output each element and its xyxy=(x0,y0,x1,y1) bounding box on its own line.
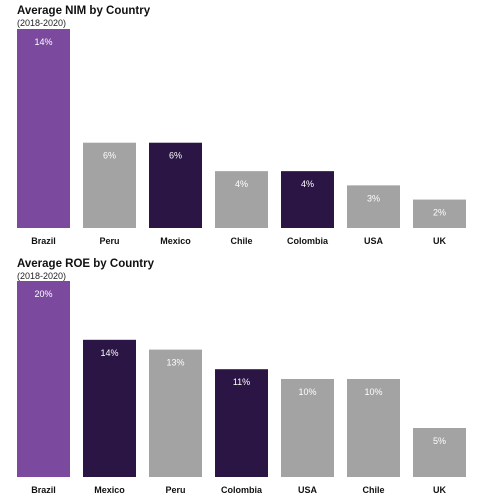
chart-title: Average NIM by Country xyxy=(17,5,151,17)
data-label: 6% xyxy=(169,151,182,161)
data-label: 13% xyxy=(166,358,184,368)
data-label: 11% xyxy=(233,377,250,387)
category-label: UK xyxy=(433,236,446,246)
data-label: 14% xyxy=(34,37,52,47)
category-label: Chile xyxy=(362,485,384,495)
bar-colombia xyxy=(281,171,334,228)
nim-bar-chart: 14% Brazil 6% Peru 6% Mexico 4% Chile 4% Colombia… xyxy=(17,29,466,246)
bar-brazil xyxy=(17,281,70,477)
nim-chart-panel: Average NIM by Country (2018-2020) 14% Br… xyxy=(17,5,466,246)
data-label: 20% xyxy=(34,289,52,299)
category-label: Brazil xyxy=(31,236,56,246)
data-label: 4% xyxy=(301,179,314,189)
category-label: UK xyxy=(433,485,446,495)
category-label: Mexico xyxy=(160,236,191,246)
category-label: Peru xyxy=(165,485,185,495)
bar-usa xyxy=(281,379,334,477)
bar-peru xyxy=(149,349,202,477)
category-label: Colombia xyxy=(221,485,263,495)
category-label: Brazil xyxy=(31,485,56,495)
bar-mexico xyxy=(83,339,136,477)
data-label: 10% xyxy=(298,387,316,397)
category-label: Chile xyxy=(230,236,252,246)
bar-uk xyxy=(413,199,466,228)
data-label: 4% xyxy=(235,179,248,189)
bar-usa xyxy=(347,185,400,228)
data-label: 5% xyxy=(433,436,446,446)
chart-title: Average ROE by Country xyxy=(17,258,154,270)
category-label: Mexico xyxy=(94,485,125,495)
data-label: 6% xyxy=(103,151,116,161)
category-label: Colombia xyxy=(287,236,329,246)
data-label: 2% xyxy=(433,208,446,218)
bar-colombia xyxy=(215,369,268,477)
bar-mexico xyxy=(149,142,202,228)
data-label: 3% xyxy=(367,193,380,203)
category-label: USA xyxy=(298,485,318,495)
data-label: 10% xyxy=(364,387,382,397)
bar-brazil xyxy=(17,29,70,228)
chart-subtitle: (2018-2020) xyxy=(17,271,67,281)
category-label: USA xyxy=(364,236,384,246)
bar-chile xyxy=(347,379,400,477)
category-label: Peru xyxy=(99,236,119,246)
bar-peru xyxy=(83,142,136,228)
bar-chile xyxy=(215,171,268,228)
data-label: 14% xyxy=(100,348,118,358)
chart-subtitle: (2018-2020) xyxy=(17,18,67,28)
bar-uk xyxy=(413,428,466,477)
